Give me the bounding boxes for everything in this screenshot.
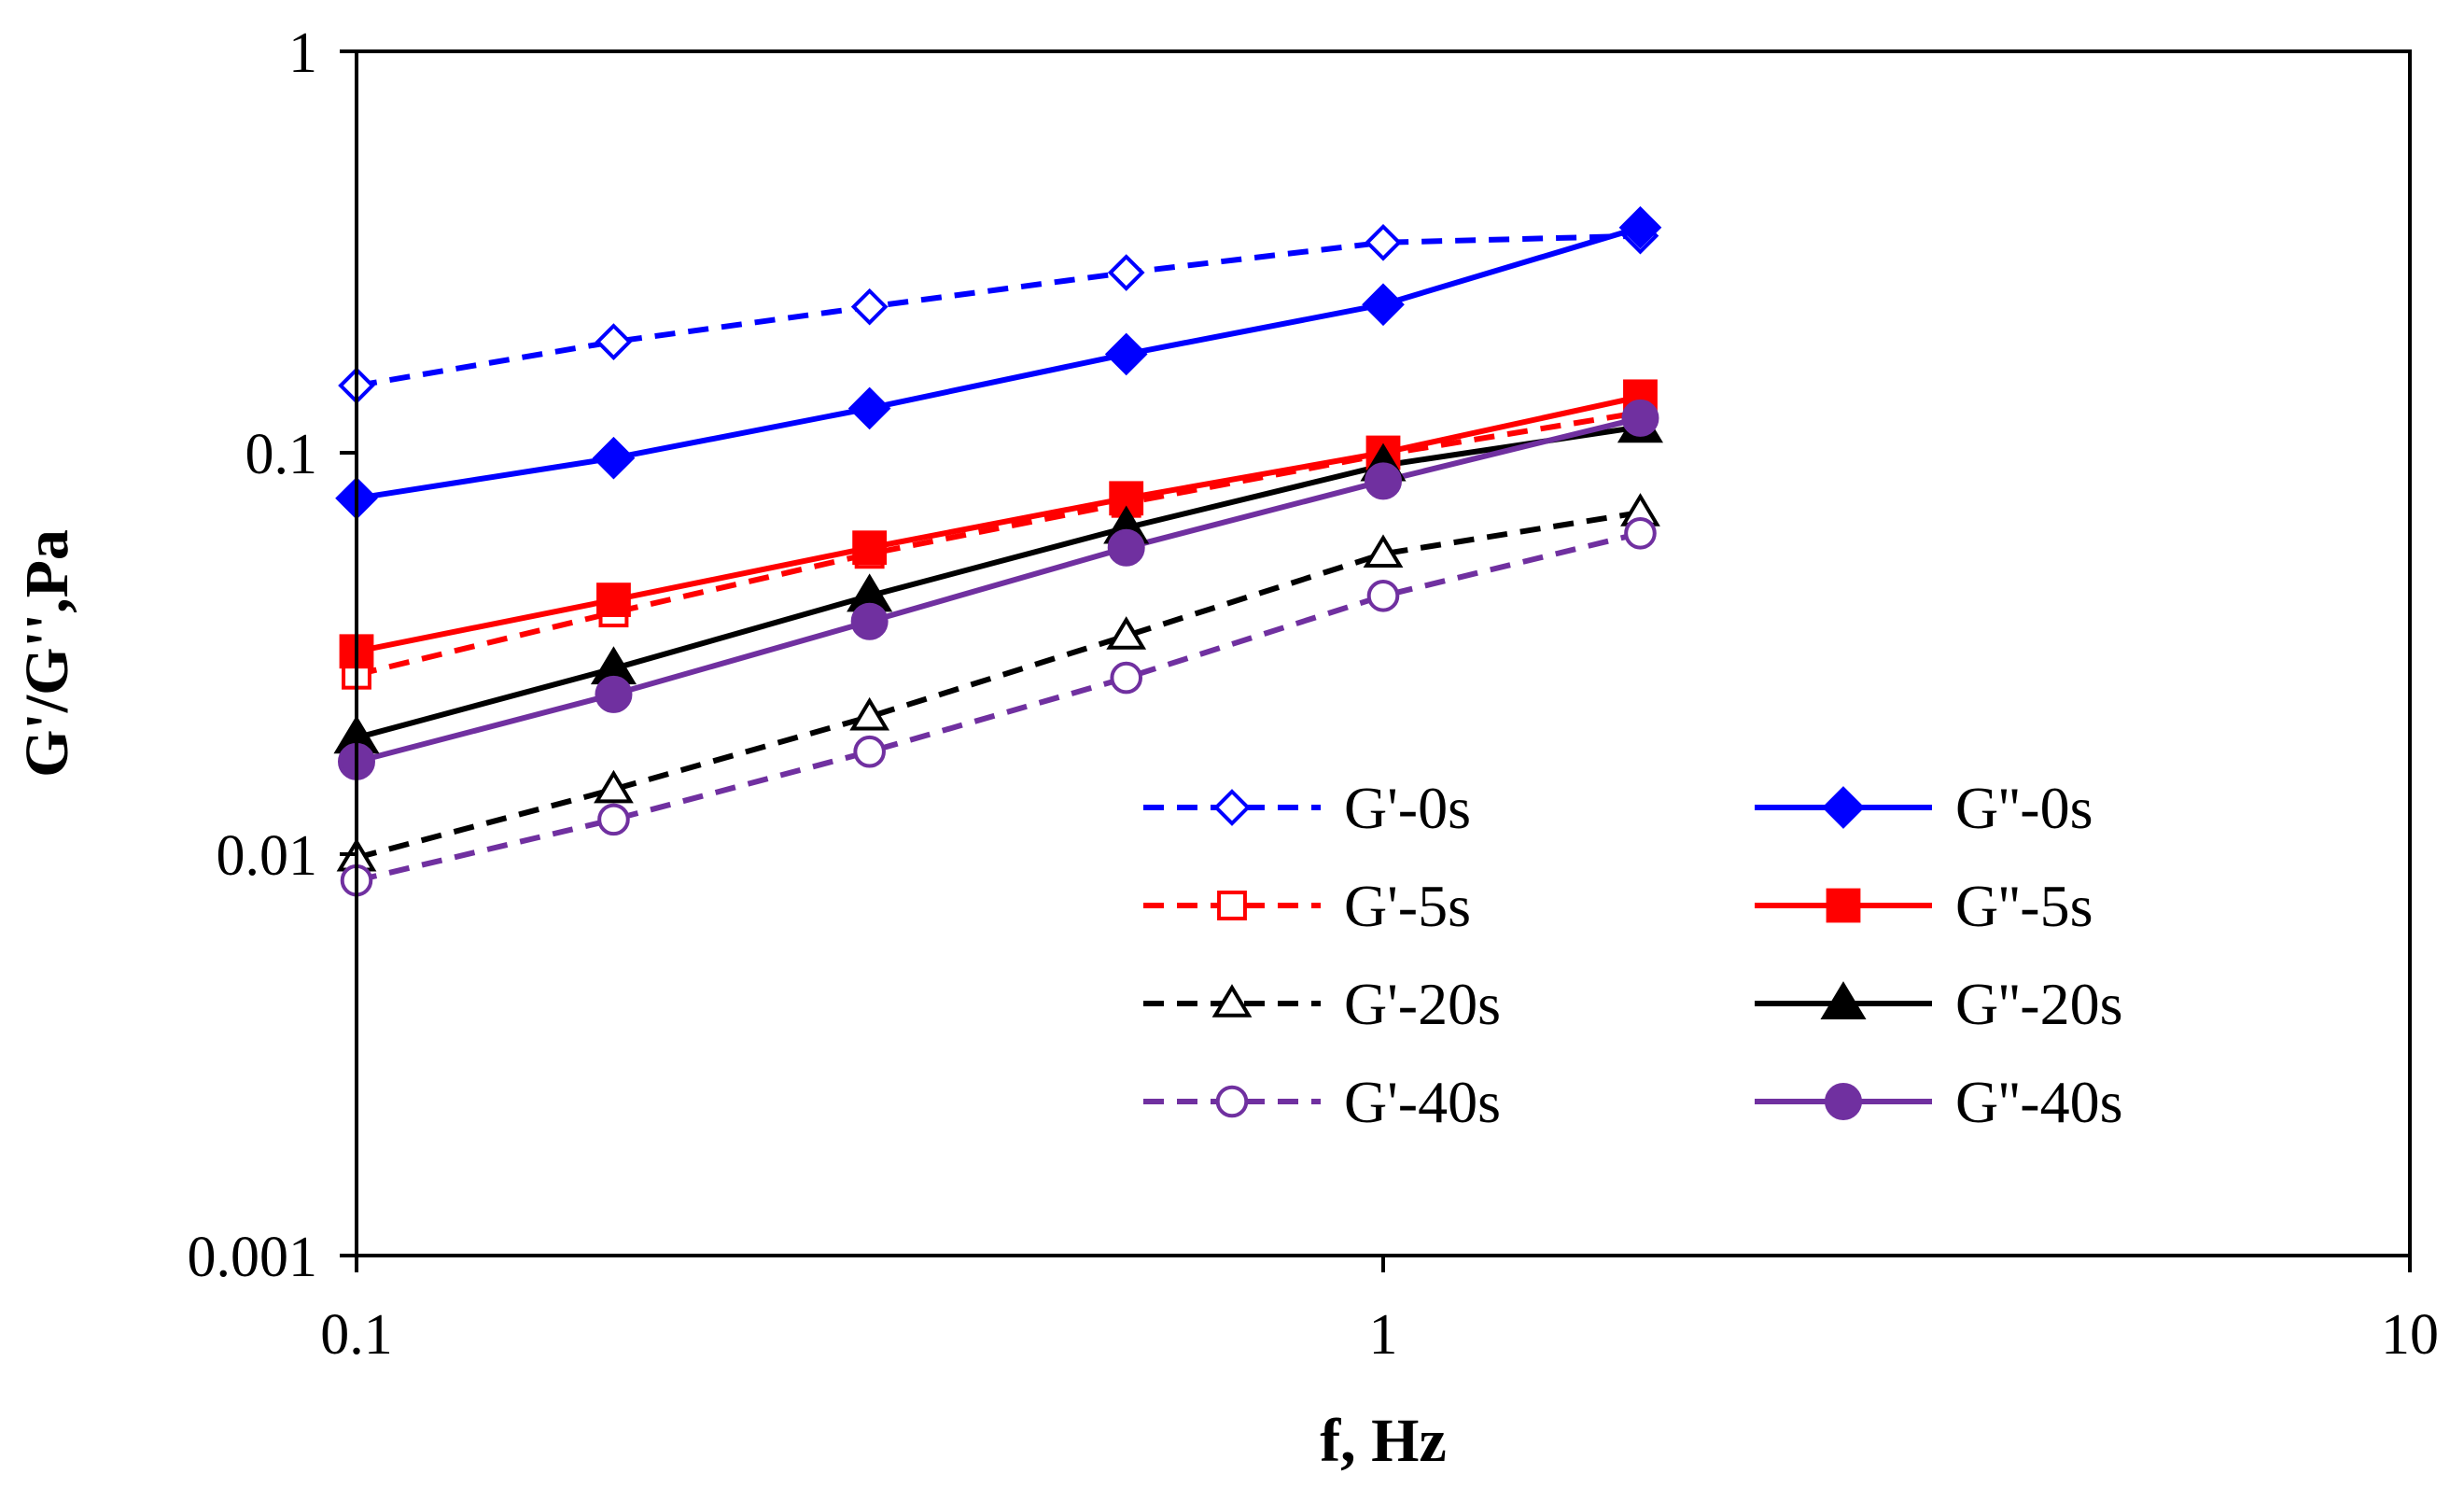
x-tick-label: 0.1 [320, 1303, 393, 1367]
data-point-gp-0s [850, 288, 889, 326]
series-line-gp-20s [356, 510, 1641, 861]
series-line-gp-40s [356, 530, 1642, 884]
data-point-gp-40s [1624, 516, 1657, 550]
legend-marker [1825, 1083, 1862, 1120]
legend: G'-0s G''-0s G'-5s G''-5s G'-20s G''-20s G'-40… [1143, 775, 2123, 1135]
data-point-gp-0s [595, 323, 633, 360]
legend-entry-gpp-5s: G''-5s [1755, 873, 2093, 939]
series-line-gp-0s [356, 232, 1641, 389]
data-point-gp-40s [597, 803, 630, 836]
legend-entry-gp-5s: G'-5s [1143, 873, 1471, 939]
series-line-gpp-0s [356, 224, 1642, 501]
data-point-gpp-0s [592, 436, 636, 480]
legend-label: G''-20s [1955, 971, 2123, 1037]
data-point-gpp-5s [596, 583, 631, 618]
legend-entry-gp-0s: G'-0s [1143, 775, 1471, 841]
data-point-gp-0s [1365, 223, 1402, 261]
legend-marker [1211, 984, 1253, 1018]
y-axis-title: G'/G'',Pa [13, 529, 81, 778]
data-point-gpp-0s [847, 386, 891, 430]
data-point-gpp-0s [1618, 205, 1662, 249]
y-tick-label: 0.001 [188, 1226, 318, 1289]
legend-entry-gpp-40s: G''-40s [1755, 1069, 2123, 1135]
data-point-gp-40s [853, 735, 886, 768]
x-tick-label: 10 [2381, 1303, 2439, 1367]
legend-label: G'-20s [1344, 971, 1501, 1037]
data-point-gp-20s [1363, 534, 1404, 569]
y-tick-label: 1 [288, 21, 317, 85]
legend-entry-gp-20s: G'-20s [1143, 971, 1501, 1037]
data-point-gp-40s [1110, 661, 1143, 695]
series-line-gpp-40s [356, 414, 1642, 765]
series-line-gpp-5s [356, 393, 1642, 654]
y-tick-label: 0.1 [245, 423, 318, 486]
legend-entry-gpp-20s: G''-20s [1755, 971, 2123, 1037]
legend-label: G'-5s [1344, 873, 1471, 939]
legend-entry-gp-40s: G'-40s [1143, 1069, 1501, 1135]
legend-label: G'-0s [1344, 775, 1471, 841]
x-axis-title: f, Hz [1320, 1407, 1447, 1475]
data-point-gpp-40s [1107, 528, 1145, 567]
series-line-gpp-20s [356, 424, 1641, 741]
x-tick-label: 1 [1369, 1303, 1398, 1367]
data-point-gpp-40s [595, 675, 633, 713]
legend-label: G''-0s [1955, 775, 2093, 841]
legend-label: G''-5s [1955, 873, 2093, 939]
legend-marker [1213, 789, 1251, 826]
data-point-gpp-40s [850, 602, 889, 640]
data-point-gp-20s [1106, 616, 1147, 650]
legend-marker [1217, 891, 1247, 920]
data-point-gp-20s [594, 769, 634, 804]
data-point-gp-20s [849, 696, 890, 731]
data-point-gp-0s [1107, 254, 1145, 291]
data-point-gpp-40s [1365, 462, 1402, 500]
legend-marker [1215, 1085, 1249, 1118]
legend-marker [1820, 981, 1867, 1019]
legend-label: G'-40s [1344, 1069, 1501, 1135]
legend-marker [1822, 786, 1865, 829]
legend-marker [1826, 888, 1861, 923]
legend-entry-gpp-0s: G''-0s [1755, 775, 2093, 841]
legend-label: G''-40s [1955, 1069, 2123, 1135]
y-tick-label: 0.01 [217, 824, 318, 888]
series-lines [356, 224, 1642, 884]
data-point-gpp-40s [1621, 399, 1659, 437]
data-point-gpp-0s [1362, 283, 1405, 327]
data-point-gp-40s [1366, 580, 1400, 612]
data-point-gpp-5s [852, 530, 888, 566]
data-point-gpp-0s [1104, 332, 1148, 376]
axes: 0.1 1 10 0.001 0.01 0.1 1 [188, 21, 2440, 1367]
series-line-gp-5s [356, 409, 1641, 678]
